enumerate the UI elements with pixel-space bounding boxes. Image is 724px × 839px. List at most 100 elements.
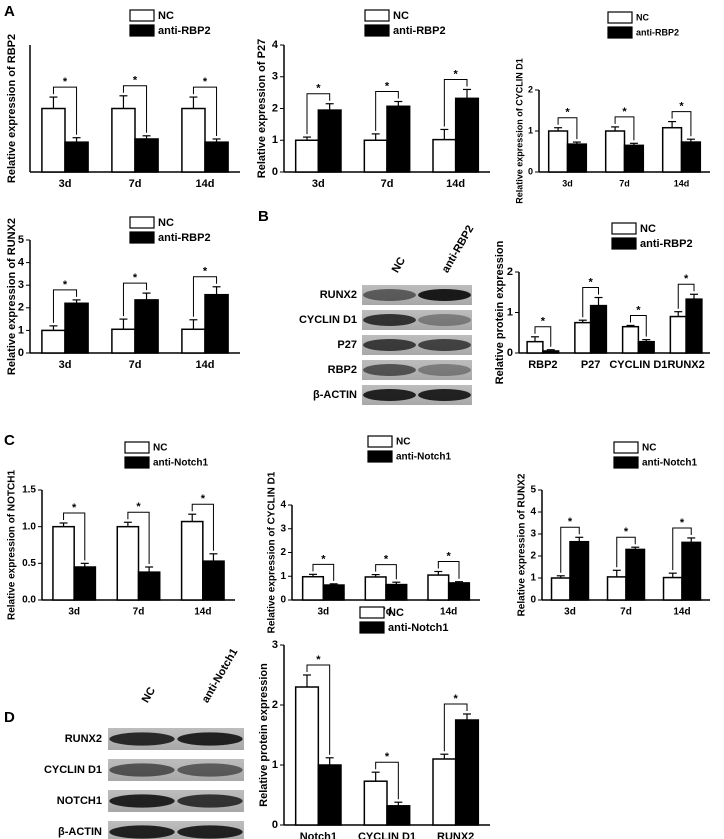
legend-swatch <box>613 456 639 469</box>
blot-band <box>177 763 243 777</box>
legend-swatch <box>607 11 633 24</box>
significance-label: * <box>447 550 452 562</box>
significance-label: * <box>454 68 459 80</box>
bar <box>550 577 571 601</box>
bar <box>447 582 471 601</box>
bar <box>180 520 204 601</box>
y-tick-label: 3 <box>530 529 536 540</box>
y-tick-label: 4 <box>272 39 279 51</box>
blot-label: RUNX2 <box>320 289 357 301</box>
significance-label: * <box>321 553 326 565</box>
legend-swatch <box>129 24 155 37</box>
x-tick-label: 3d <box>68 607 80 618</box>
bar <box>41 329 66 354</box>
y-tick-label: 1 <box>18 324 24 336</box>
significance-bracket <box>306 93 331 135</box>
bar <box>52 525 75 601</box>
bar <box>427 574 450 601</box>
x-tick-label: 7d <box>380 607 392 618</box>
blot-band <box>177 732 243 746</box>
blot-band <box>109 763 175 777</box>
x-tick-label: 3d <box>59 178 72 190</box>
panel-label: D <box>4 709 15 726</box>
y-tick-label: 3 <box>18 279 24 291</box>
legend-label: NC <box>396 437 410 448</box>
bar <box>454 719 480 826</box>
bar <box>111 328 136 354</box>
y-tick-label: 0.5 <box>22 558 36 569</box>
y-tick-label: 2 <box>272 699 278 711</box>
significance-bracket <box>192 276 218 317</box>
bar <box>569 540 590 601</box>
blot-band <box>418 339 471 351</box>
y-axis-title: Relative expression of P27 <box>256 39 268 178</box>
blot-label: CYCLIN D1 <box>299 314 357 326</box>
legend-label: anti-RBP2 <box>640 238 693 250</box>
legend-swatch <box>367 435 393 448</box>
y-tick-label: 4 <box>18 257 25 269</box>
legend-swatch <box>359 621 385 634</box>
x-tick-label: CYCLIN D1 <box>358 831 416 839</box>
chart: 0 1 2 3 4 Relative expression of P27 3d * 7d * 14d… <box>256 9 490 190</box>
blot-band <box>418 389 471 401</box>
bar <box>662 576 683 601</box>
y-tick-label: 4 <box>530 507 536 518</box>
panel-label: A <box>4 3 15 20</box>
legend-swatch <box>364 24 390 37</box>
bar <box>204 141 229 173</box>
bar <box>364 576 387 601</box>
significance-label: * <box>136 501 141 513</box>
bar <box>116 525 140 601</box>
bar <box>432 138 457 173</box>
legend-label: NC <box>640 223 656 235</box>
bar <box>669 315 687 354</box>
bar <box>317 109 342 173</box>
significance-bracket <box>672 527 692 571</box>
chart: Relative expression of RBP2 3d * 7d * 14d * NC a… <box>6 9 240 190</box>
y-tick-label: 2 <box>18 302 24 314</box>
y-tick-label: 0 <box>530 595 536 606</box>
legend-swatch <box>129 9 155 22</box>
x-tick-label: 14d <box>674 178 690 188</box>
bar <box>181 328 206 354</box>
x-tick-label: Notch1 <box>300 831 337 839</box>
legend-label: anti-Notch1 <box>396 452 451 463</box>
legend-swatch <box>367 450 393 463</box>
y-tick-label: 2 <box>280 547 286 558</box>
bar <box>363 139 388 173</box>
significance-bracket <box>52 289 78 323</box>
significance-bracket <box>557 117 578 140</box>
y-tick-label: 3 <box>280 523 286 534</box>
significance-label: * <box>203 266 208 278</box>
significance-label: * <box>684 273 689 285</box>
legend-label: NC <box>158 10 174 22</box>
x-tick-label: 3d <box>312 178 325 190</box>
y-axis-title: Relative protein expression <box>494 240 506 384</box>
x-tick-label: 14d <box>196 359 215 371</box>
bar <box>454 97 480 173</box>
blot-label: β-ACTIN <box>313 389 357 401</box>
y-tick-label: 0 <box>272 166 278 178</box>
significance-label: * <box>316 83 321 95</box>
y-tick-label: 0 <box>272 819 278 831</box>
bar <box>589 304 608 354</box>
y-tick-label: 3 <box>272 639 278 651</box>
legend-swatch <box>613 441 639 454</box>
chart: 0 1 2 Relative expression of CYCLIN D1 3d * 7d… <box>514 11 710 204</box>
y-tick-label: 5 <box>18 234 24 246</box>
significance-bracket <box>306 664 331 755</box>
significance-bracket <box>63 512 86 561</box>
y-axis-title: Relative protein expression <box>258 663 270 807</box>
x-tick-label: 14d <box>446 178 465 190</box>
x-tick-label: 14d <box>673 607 690 618</box>
y-axis-title: Relative expression of RUNX2 <box>517 473 528 616</box>
bar <box>385 583 408 601</box>
significance-bracket <box>437 561 460 579</box>
significance-bracket <box>375 91 399 131</box>
significance-bracket <box>677 283 695 309</box>
bar <box>625 548 646 601</box>
y-tick-label: 0 <box>507 347 513 359</box>
